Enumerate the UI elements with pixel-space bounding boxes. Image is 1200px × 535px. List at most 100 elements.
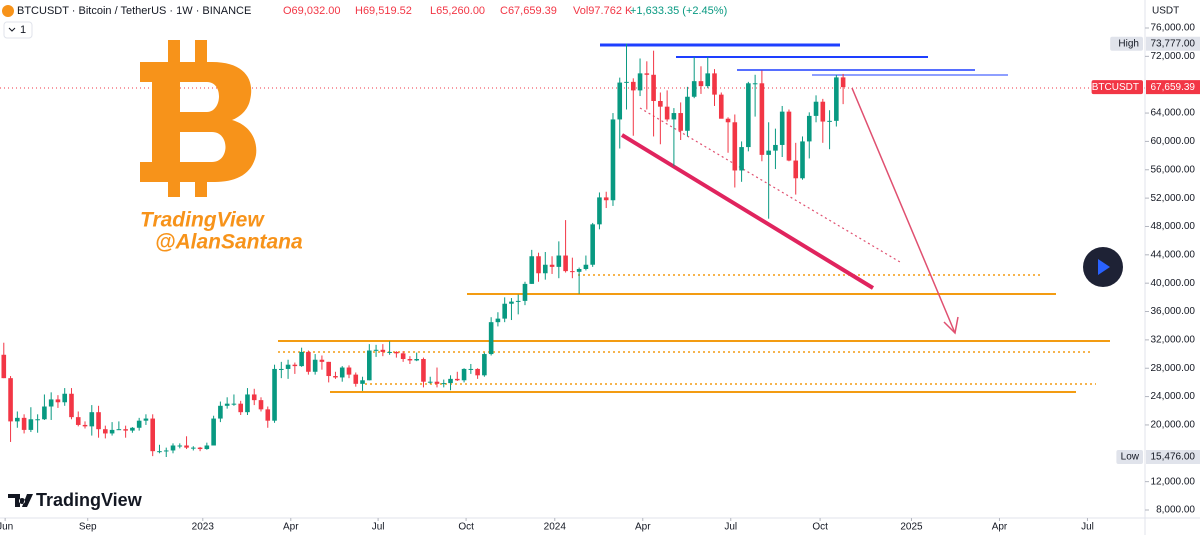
candle-body xyxy=(292,364,298,367)
y-tick-label: 56,000.00 xyxy=(1151,164,1196,175)
candle-body xyxy=(48,399,54,407)
candle-body xyxy=(69,393,74,418)
marker-value-box xyxy=(1146,450,1200,465)
interval-box[interactable] xyxy=(3,21,33,39)
candle-body xyxy=(150,418,156,452)
candle-body xyxy=(116,429,122,431)
marker-value-box xyxy=(1146,80,1200,95)
x-tick-label: Apr xyxy=(992,522,1008,533)
candle-body xyxy=(130,427,135,431)
candle-body xyxy=(766,150,771,155)
candle-body xyxy=(245,394,250,413)
candle-body xyxy=(488,322,494,355)
candle-body xyxy=(495,318,501,323)
candle-body xyxy=(793,160,799,179)
candle-body xyxy=(346,367,352,375)
watermark-line1: TradingView xyxy=(140,209,265,232)
x-tick-label: Apr xyxy=(283,522,299,533)
candle-body xyxy=(840,77,846,88)
candle-body xyxy=(705,73,711,87)
marker-name-box xyxy=(1116,450,1143,465)
y-tick-label: 20,000.00 xyxy=(1151,420,1196,431)
candle-body xyxy=(258,400,264,410)
x-tick-label: Apr xyxy=(635,522,651,533)
header: BTCUSDT · Bitcoin / TetherUS · 1W · BINA… xyxy=(2,5,1179,39)
candle-body xyxy=(590,224,595,265)
candle-body xyxy=(96,412,101,430)
x-tick-label: Jul xyxy=(1081,522,1094,533)
y-tick-label: 8,000.00 xyxy=(1156,505,1195,516)
candle-body xyxy=(197,447,203,450)
candle-body xyxy=(8,378,13,422)
marker-name: Low xyxy=(1121,452,1140,463)
candle-body xyxy=(427,381,433,383)
marker-name: High xyxy=(1118,38,1139,49)
candle-body xyxy=(279,368,284,370)
candle-body xyxy=(522,283,528,301)
candle-body xyxy=(414,359,419,361)
candle-body xyxy=(89,412,95,427)
candle-body xyxy=(333,376,338,378)
candle-body xyxy=(610,119,616,201)
candle-body xyxy=(813,101,819,116)
candle-body xyxy=(834,77,839,121)
symbol: BTCUSDT · Bitcoin / TetherUS · 1W · BINA… xyxy=(17,5,251,17)
candle-body xyxy=(231,403,237,405)
candle-body xyxy=(380,349,386,352)
x-tick-label: Oct xyxy=(458,522,474,533)
tv-logo-text: TradingView xyxy=(36,490,143,510)
candle-body xyxy=(617,82,623,120)
y-tick-label: 48,000.00 xyxy=(1151,221,1196,232)
candle-body xyxy=(698,81,704,87)
candle-body xyxy=(658,101,663,107)
candle-body xyxy=(671,113,677,120)
candle-body xyxy=(529,256,535,284)
candle-body xyxy=(725,118,731,123)
candle-body xyxy=(637,73,643,91)
candle-body xyxy=(312,359,318,372)
candle-body xyxy=(434,381,440,384)
candle-body xyxy=(319,359,325,362)
candle-body xyxy=(1,354,7,379)
y-tick-label: 12,000.00 xyxy=(1151,476,1196,487)
candle-body xyxy=(570,271,575,273)
candle-body xyxy=(773,144,778,151)
candle-body xyxy=(224,403,230,406)
candle-body xyxy=(163,450,169,452)
candle-body xyxy=(820,101,826,122)
candle-body xyxy=(441,383,447,385)
candle-body xyxy=(265,409,271,421)
y-tick-label: 76,000.00 xyxy=(1151,23,1196,34)
marker-value: 73,777.00 xyxy=(1151,38,1196,49)
tv-logo: TradingView xyxy=(8,490,143,510)
play-button[interactable] xyxy=(1083,247,1123,287)
bitcoin-logo xyxy=(140,40,257,197)
y-tick-label: 64,000.00 xyxy=(1151,108,1196,119)
candle-body xyxy=(407,359,413,361)
candle-body xyxy=(353,374,359,384)
candle-body xyxy=(678,113,683,131)
candle-body xyxy=(448,378,453,384)
candle-body xyxy=(394,351,399,354)
candle-body xyxy=(624,81,629,83)
marker-value-box xyxy=(1146,36,1200,51)
candle-body xyxy=(800,141,805,179)
low: L65,260.00 xyxy=(430,5,485,17)
candle-body xyxy=(103,429,108,434)
x-tick-label: 2024 xyxy=(544,522,567,533)
candle-body xyxy=(685,96,690,131)
candle-body xyxy=(62,393,68,403)
tv-logo-icon xyxy=(8,494,33,507)
candle-body xyxy=(779,111,785,145)
open: O69,032.00 xyxy=(283,5,341,17)
candle-body xyxy=(509,301,514,304)
candle-body xyxy=(55,399,61,403)
interval-value: 1 xyxy=(20,24,26,36)
high: H69,519.52 xyxy=(355,5,412,17)
marker-value: 67,659.39 xyxy=(1151,82,1196,93)
close: C67,659.39 xyxy=(500,5,557,17)
x-tick-label: Jul xyxy=(724,522,737,533)
candle-body xyxy=(299,351,304,367)
candle-body xyxy=(576,268,582,272)
